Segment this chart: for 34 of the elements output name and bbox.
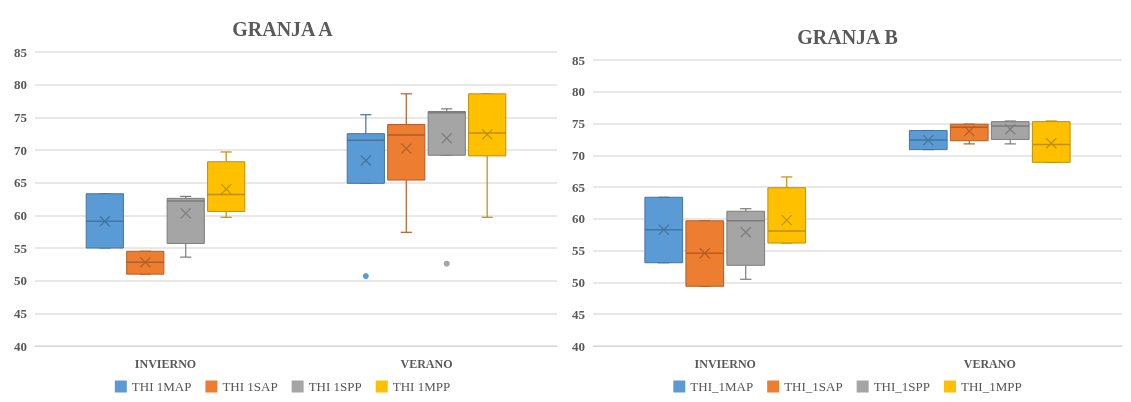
y-tick-label: 60	[572, 211, 585, 227]
chart-title: GRANJA A	[232, 18, 334, 40]
y-tick-label: 65	[14, 175, 28, 191]
x-tick-label: VERANO	[963, 357, 1016, 371]
x-tick-label: INVIERNO	[134, 357, 197, 371]
y-tick-label: 55	[572, 243, 586, 259]
legend-label: THI_1MPP	[961, 379, 1022, 394]
y-tick-label: 80	[572, 84, 585, 100]
y-tick-label: 65	[572, 179, 586, 195]
y-tick-label: 85	[14, 44, 28, 60]
y-tick-label: 80	[14, 77, 27, 93]
y-tick-label: 75	[14, 109, 28, 125]
x-tick-label: VERANO	[400, 357, 453, 371]
y-tick-label: 40	[572, 338, 585, 354]
y-tick-label: 60	[14, 207, 27, 223]
legend-label: THI_1SAP	[784, 379, 843, 394]
y-tick-label: 40	[14, 338, 27, 354]
legend-label: THI_1MAP	[690, 379, 754, 394]
legend-label: THI 1SAP	[222, 379, 278, 394]
legend-label: THI 1MPP	[392, 379, 451, 394]
legend-label: THI_1SPP	[873, 379, 931, 394]
y-tick-label: 85	[572, 52, 586, 68]
y-tick-label: 50	[572, 274, 585, 290]
legend-label: THI 1SPP	[308, 379, 362, 394]
y-tick-label: 70	[572, 147, 585, 163]
x-tick-label: INVIERNO	[694, 357, 756, 371]
y-tick-label: 45	[572, 306, 586, 322]
y-tick-label: 55	[14, 240, 28, 256]
y-tick-label: 45	[14, 305, 28, 321]
legend-label: THI 1MAP	[131, 379, 192, 394]
y-tick-label: 75	[572, 116, 586, 132]
chart-title: GRANJA B	[797, 26, 898, 48]
y-tick-label: 70	[14, 142, 27, 158]
y-tick-label: 50	[14, 273, 27, 289]
